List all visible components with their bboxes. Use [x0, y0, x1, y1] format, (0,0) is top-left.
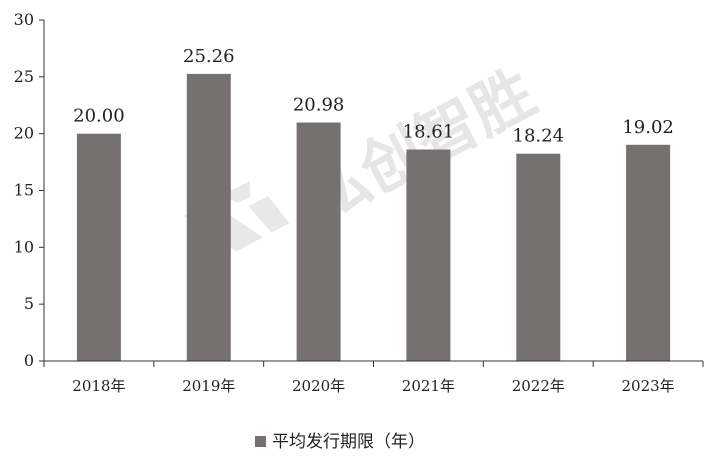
data-label: 25.26 — [183, 46, 235, 67]
data-label: 20.98 — [293, 95, 345, 116]
x-tick-label: 2020年 — [292, 377, 345, 395]
data-label: 19.02 — [622, 117, 674, 138]
x-tick-label: 2018年 — [72, 377, 125, 395]
x-tick-label: 2023年 — [622, 377, 675, 395]
data-label: 18.24 — [513, 126, 565, 147]
bar-2021年 — [406, 149, 451, 361]
bar-2019年 — [186, 73, 231, 362]
data-label: 18.61 — [403, 122, 455, 143]
y-tick-label: 0 — [24, 351, 34, 370]
y-tick-label: 30 — [14, 10, 34, 29]
legend-label: 平均发行期限（年） — [272, 432, 425, 452]
axes-group: 2018年 2019年 2020年 2021年 2022年 2023年 0 5 10 15 20 25… — [14, 10, 704, 395]
data-label: 20.00 — [73, 106, 125, 127]
y-tick-label: 25 — [14, 67, 34, 86]
x-tick-label: 2021年 — [402, 377, 455, 395]
y-tick-label: 20 — [14, 124, 34, 143]
data-labels-group: 20.00 25.26 20.98 18.61 18.24 19.02 — [73, 46, 674, 147]
legend: 平均发行期限（年） — [255, 432, 425, 452]
y-tick-label: 10 — [14, 237, 34, 256]
x-tick-label: 2022年 — [512, 377, 565, 395]
bar-2018年 — [76, 133, 121, 361]
watermark: 弘创智胜 — [183, 56, 547, 252]
bar-2023年 — [626, 144, 671, 361]
x-tick-label: 2019年 — [182, 377, 235, 395]
legend-swatch — [255, 436, 266, 447]
bars-group — [76, 73, 671, 362]
y-tick-label: 15 — [14, 181, 34, 200]
bar-2020年 — [296, 122, 341, 361]
y-tick-label: 5 — [24, 294, 34, 313]
bar-2022年 — [516, 153, 561, 361]
